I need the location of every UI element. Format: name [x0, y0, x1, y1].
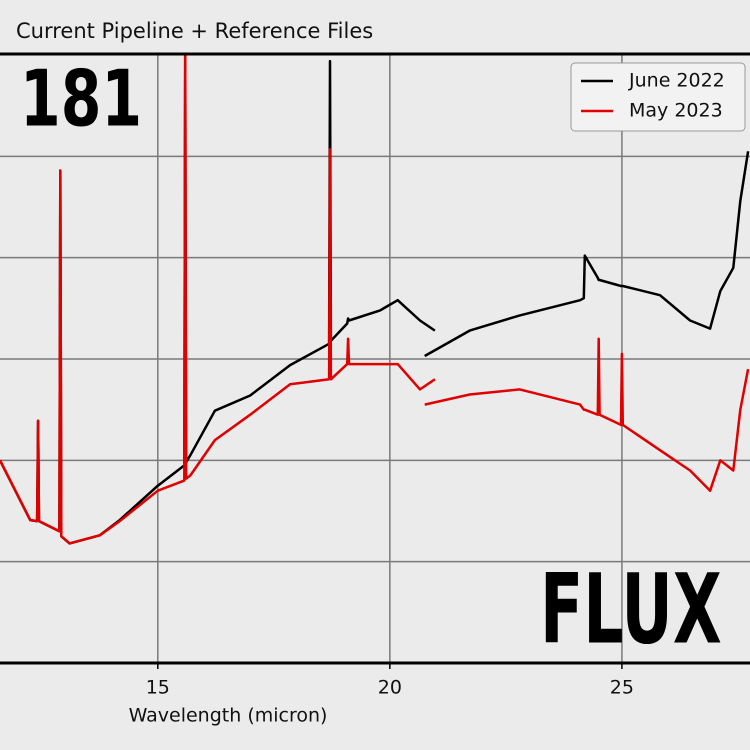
- annotation: 181: [20, 54, 142, 145]
- legend: June 2022 May 2023: [570, 62, 746, 132]
- annotation: FLUX: [540, 555, 722, 666]
- plot-area: 15 20 25: [0, 53, 750, 699]
- x-tick-label: 25: [610, 677, 634, 699]
- legend-label: June 2022: [628, 70, 725, 92]
- x-tick-label: 20: [378, 677, 402, 699]
- x-axis-label: Wavelength (micron): [129, 705, 328, 727]
- series-line: [0, 53, 750, 545]
- x-tick-label: 15: [146, 677, 170, 699]
- legend-label: May 2023: [629, 100, 723, 122]
- legend-box: [570, 62, 746, 132]
- chart-title: Current Pipeline + Reference Files: [16, 19, 373, 43]
